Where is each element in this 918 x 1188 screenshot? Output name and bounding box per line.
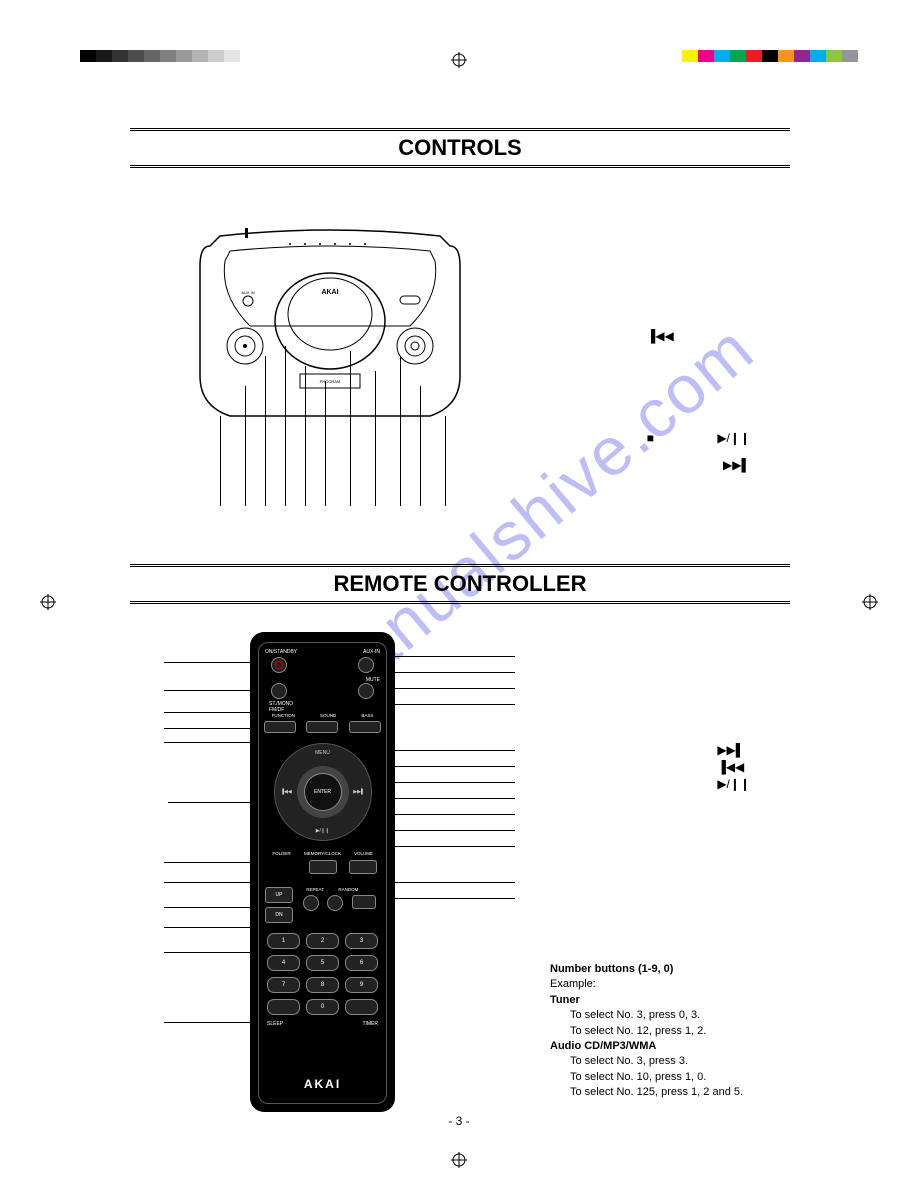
st-mono-label: ST./MONOFM/DF — [269, 701, 293, 713]
folder-label: FOLDER — [272, 851, 290, 856]
number-6-button[interactable]: 6 — [345, 955, 378, 971]
number-9-button[interactable]: 9 — [345, 977, 378, 993]
mute-label: MUTE — [366, 677, 380, 683]
remote-illustration: ON/STANDBY AUX-IN MUTE ST./MONOFM/DF FUN… — [250, 632, 395, 1112]
memory-clock-label: MEMORY/CLOCK — [304, 851, 341, 856]
controls-symbols: ▐◀◀ ■ ▶/❙❙ ▶▶▌ — [647, 326, 750, 483]
number-4-button[interactable]: 4 — [267, 955, 300, 971]
memory-clock-button[interactable] — [309, 860, 337, 874]
st-mono-button[interactable] — [271, 683, 287, 699]
remote-symbols: ▶▶▌ ▐◀◀ ▶/❙❙ — [717, 742, 750, 792]
number-3-button[interactable]: 3 — [345, 933, 378, 949]
stop-icon: ■ — [647, 431, 654, 445]
controls-heading: CONTROLS — [130, 128, 790, 168]
power-button[interactable] — [271, 657, 287, 673]
mute-button[interactable] — [358, 683, 374, 699]
folder-dn-button[interactable]: DN — [265, 907, 293, 923]
cd-label: Audio CD/MP3/WMA — [550, 1039, 800, 1054]
remote-right-callouts — [395, 642, 515, 914]
play-pause-icon: ▶/❙❙ — [717, 776, 750, 793]
remote-brand: AKAI — [259, 1077, 386, 1091]
number-0-button[interactable]: 0 — [306, 999, 339, 1015]
number-5-button[interactable]: 5 — [306, 955, 339, 971]
skip-back-icon: ▐◀◀ — [717, 759, 750, 776]
number-buttons-title: Number buttons (1-9, 0) — [550, 962, 800, 977]
on-standby-label: ON/STANDBY — [265, 649, 297, 655]
volume-minus-button[interactable] — [352, 895, 376, 909]
aux-in-label: AUX-IN — [363, 649, 380, 655]
example-label: Example: — [550, 977, 800, 992]
skip-fwd-icon: ▶▶▌ — [647, 455, 750, 477]
sound-label: SOUND — [320, 713, 336, 718]
page-number: - 3 - — [0, 1114, 918, 1128]
sound-button[interactable] — [306, 721, 338, 733]
number-7-button[interactable]: 7 — [267, 977, 300, 993]
sleep-button[interactable] — [267, 999, 300, 1015]
menu-label: MENU — [315, 750, 330, 756]
skip-fwd-icon: ▶▶▌ — [717, 742, 750, 759]
cd-line2: To select No. 10, press 1, 0. — [570, 1070, 800, 1085]
number-buttons-text: Number buttons (1-9, 0) Example: Tuner T… — [550, 962, 800, 1101]
number-8-button[interactable]: 8 — [306, 977, 339, 993]
repeat-label: REPEAT — [306, 887, 324, 892]
nav-wheel[interactable]: MENU ▶/❙❙ ▐◀◀ ▶▶▌ ENTER — [274, 743, 372, 841]
registration-mark-icon — [40, 594, 56, 610]
random-label: RANDOM — [338, 887, 358, 892]
registration-mark-icon — [451, 52, 467, 68]
skip-back-icon: ▐◀◀ — [647, 326, 750, 348]
cd-line1: To select No. 3, press 3. — [570, 1054, 800, 1069]
sleep-label: SLEEP — [267, 1021, 283, 1027]
color-bar — [682, 50, 858, 62]
bass-button[interactable] — [349, 721, 381, 733]
skip-fwd-label: ▶▶▌ — [353, 789, 364, 795]
play-pause-label: ▶/❙❙ — [316, 828, 330, 834]
svg-text:AUX IN: AUX IN — [241, 290, 254, 295]
enter-button[interactable]: ENTER — [304, 773, 342, 811]
tuner-line1: To select No. 3, press 0, 3. — [570, 1008, 800, 1023]
tuner-label: Tuner — [550, 993, 800, 1008]
remote-callout-lines — [164, 652, 254, 1022]
svg-text:AKAI: AKAI — [321, 289, 338, 296]
aux-in-button[interactable] — [358, 657, 374, 673]
cd-line3: To select No. 125, press 1, 2 and 5. — [570, 1085, 800, 1100]
timer-button[interactable] — [345, 999, 378, 1015]
skip-back-label: ▐◀◀ — [281, 789, 292, 795]
registration-mark-icon — [862, 594, 878, 610]
number-2-button[interactable]: 2 — [306, 933, 339, 949]
volume-label: VOLUME — [354, 851, 373, 856]
timer-label: TIMER — [362, 1021, 378, 1027]
callout-lines — [210, 346, 470, 506]
function-button[interactable] — [264, 721, 296, 733]
play-pause-icon: ▶/❙❙ — [717, 431, 750, 445]
function-label: FUNCTION — [272, 713, 295, 718]
number-1-button[interactable]: 1 — [267, 933, 300, 949]
remote-heading: REMOTE CONTROLLER — [130, 564, 790, 604]
folder-up-button[interactable]: UP — [265, 887, 293, 903]
volume-plus-button[interactable] — [349, 860, 377, 874]
random-button[interactable] — [327, 895, 343, 911]
tuner-line2: To select No. 12, press 1, 2. — [570, 1024, 800, 1039]
repeat-button[interactable] — [303, 895, 319, 911]
bass-label: BASS — [361, 713, 373, 718]
grayscale-bar — [80, 50, 240, 62]
